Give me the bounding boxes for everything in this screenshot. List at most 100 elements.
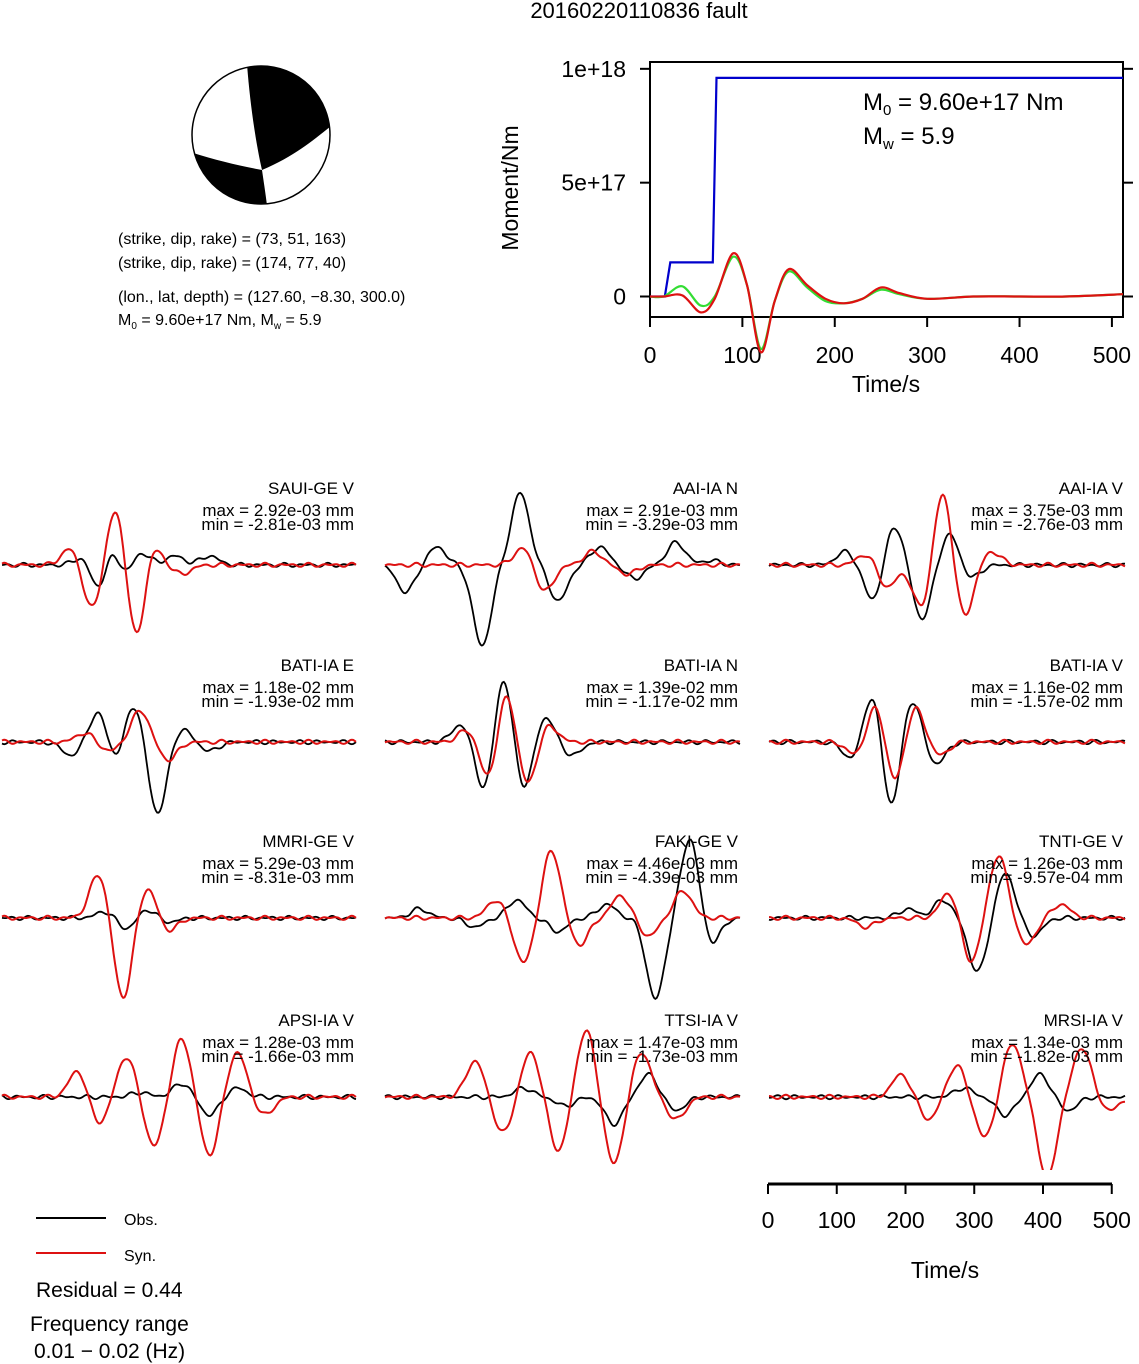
location-text: (lon., lat, depth) = (127.60, −8.30, 300…	[118, 289, 406, 306]
plot-frame	[649, 61, 1124, 318]
station-max: max = 2.91e-03 mm	[586, 501, 738, 520]
frequency-label: Frequency range	[30, 1313, 189, 1336]
syn-trace	[384, 1029, 741, 1165]
obs-trace	[384, 491, 741, 647]
obs-trace	[384, 680, 741, 789]
y-tick-label: 5e+17	[561, 170, 626, 196]
station-max: max = 1.28e-03 mm	[202, 1033, 354, 1052]
station-label: BATI-IA N	[664, 656, 738, 675]
station-label: BATI-IA V	[1050, 656, 1124, 675]
syn-trace	[768, 705, 1126, 780]
x-tick-label: 100	[818, 1207, 856, 1233]
station-label: SAUI-GE V	[268, 479, 355, 498]
x-tick-label: 500	[1093, 1207, 1131, 1233]
y-axis: 0 5e+17 1e+18	[561, 56, 1133, 310]
syn-trace	[769, 493, 1126, 616]
y-axis-label: Moment/Nm	[497, 125, 523, 250]
annotation-mw: Mw = 5.9	[863, 123, 955, 153]
obs-trace	[1, 1083, 357, 1118]
station-label: TNTI-GE V	[1039, 832, 1124, 851]
station-label: MRSI-IA V	[1044, 1011, 1124, 1030]
station-max: max = 1.39e-02 mm	[586, 678, 738, 697]
legend-obs-label: Obs.	[124, 1212, 158, 1229]
syn-trace	[1, 511, 357, 634]
y-tick-label: 0	[613, 284, 626, 310]
station-max: max = 1.18e-02 mm	[202, 678, 354, 697]
obs-trace	[768, 872, 1126, 972]
station-min: min = -2.81e-03 mm	[201, 515, 354, 534]
station-max: max = 5.29e-03 mm	[202, 854, 354, 873]
series-line-2	[649, 252, 1124, 354]
x-axis-label: Time/s	[852, 371, 920, 397]
station-label: AAI-IA N	[673, 479, 738, 498]
station-max: max = 3.75e-03 mm	[971, 501, 1123, 520]
nodal-plane-2: (strike, dip, rake) = (174, 77, 40)	[118, 255, 347, 272]
station-label: APSI-IA V	[278, 1011, 354, 1030]
legend: Obs. Syn.	[36, 1212, 158, 1265]
x-tick-label: 500	[1093, 342, 1131, 368]
station-min: min = -8.31e-03 mm	[201, 868, 354, 887]
station-label: TTSI-IA V	[664, 1011, 738, 1030]
series-group	[649, 76, 1124, 354]
station-label: AAI-IA V	[1059, 479, 1124, 498]
station-max: max = 4.46e-03 mm	[586, 854, 738, 873]
obs-trace	[1, 708, 357, 814]
station-max: max = 1.26e-03 mm	[971, 854, 1123, 873]
x-tick-label: 100	[723, 342, 761, 368]
obs-trace	[769, 1071, 1126, 1119]
syn-trace	[1, 875, 357, 999]
x-axis: 0 100 200 300 400 500	[644, 317, 1131, 368]
syn-trace	[384, 849, 741, 963]
x-tick-label: 300	[908, 342, 946, 368]
station-min: min = -9.57e-04 mm	[970, 868, 1123, 887]
station-max: max = 2.92e-03 mm	[202, 501, 354, 520]
station-label: BATI-IA E	[281, 656, 354, 675]
station-min: min = -4.39e-03 mm	[585, 868, 738, 887]
page-title: 20160220110836 fault	[530, 0, 748, 23]
x-tick-label: 200	[886, 1207, 924, 1233]
station-min: min = -1.82e-03 mm	[970, 1047, 1123, 1066]
waveform-x-axis-label: Time/s	[911, 1257, 979, 1283]
station-min: min = -1.57e-02 mm	[970, 692, 1123, 711]
station-min: min = -2.76e-03 mm	[970, 515, 1123, 534]
station-label: FAKI-GE V	[655, 832, 739, 851]
syn-trace	[1, 709, 357, 763]
obs-trace	[384, 1071, 741, 1128]
station-max: max = 1.34e-03 mm	[971, 1033, 1123, 1052]
x-tick-label: 400	[1000, 342, 1038, 368]
moment-chart: 0 5e+17 1e+18 0 100 200 300 400 500 Moment/Nm T…	[497, 56, 1133, 397]
station-max: max = 1.47e-03 mm	[586, 1033, 738, 1052]
waveform-time-axis: 0 100 200 300 400 500 Time/s	[762, 1182, 1131, 1283]
station-min: min = -1.93e-02 mm	[201, 692, 354, 711]
station-min: min = -1.17e-02 mm	[585, 692, 738, 711]
moment-text: M0 = 9.60e+17 Nm, Mw = 5.9	[118, 312, 322, 333]
x-tick-label: 300	[955, 1207, 993, 1233]
nodal-plane-1: (strike, dip, rake) = (73, 51, 163)	[118, 231, 347, 248]
beachball-diagram	[191, 65, 331, 205]
series-line-1	[649, 255, 1124, 351]
syn-trace	[384, 546, 741, 591]
annotation-m0: M0 = 9.60e+17 Nm	[863, 89, 1063, 119]
x-tick-label: 0	[762, 1207, 775, 1233]
station-min: min = -1.66e-03 mm	[201, 1047, 354, 1066]
syn-trace	[768, 1044, 1126, 1170]
station-min: min = -1.73e-03 mm	[585, 1047, 738, 1066]
frequency-value: 0.01 − 0.02 (Hz)	[34, 1340, 186, 1363]
legend-syn-label: Syn.	[124, 1248, 156, 1265]
obs-trace	[1, 552, 357, 587]
station-max: max = 1.16e-02 mm	[971, 678, 1123, 697]
syn-trace	[769, 855, 1126, 964]
x-tick-label: 200	[816, 342, 854, 368]
residual-text: Residual = 0.44	[36, 1279, 183, 1302]
